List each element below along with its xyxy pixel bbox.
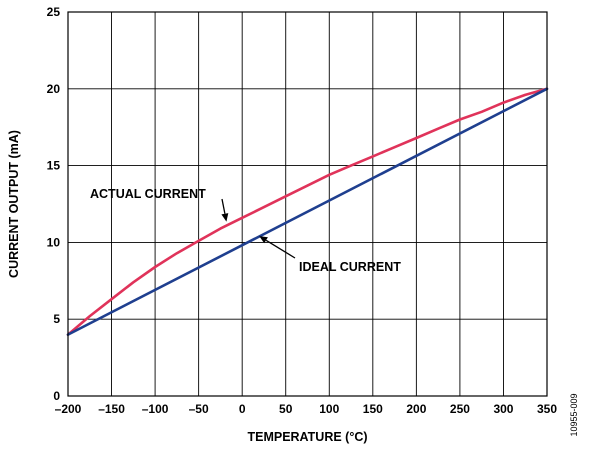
plot-frame	[67, 11, 548, 397]
x-tick-labels: –200 –150 –100 –50 0 50 100 150 200 250 300 350	[55, 402, 558, 416]
y-tick-label: 5	[53, 312, 60, 326]
figure-id: 10955-009	[569, 393, 579, 436]
actual-current-arrow	[221, 198, 226, 214]
annotations: ACTUAL CURRENT IDEAL CURRENT	[90, 187, 401, 274]
y-axis-label: CURRENT OUTPUT (mA)	[7, 130, 21, 278]
x-tick-label: 300	[493, 402, 513, 416]
x-tick-label: –100	[142, 402, 169, 416]
grid	[68, 12, 547, 396]
y-tick-label: 0	[53, 389, 60, 403]
x-tick-label: 0	[239, 402, 246, 416]
ideal-current-arrowhead	[259, 236, 268, 244]
series-line-ideal-current	[66, 87, 549, 336]
y-tick-label: 15	[47, 159, 61, 173]
y-tick-label: 25	[47, 5, 61, 19]
x-tick-label: 200	[406, 402, 426, 416]
series-line-actual-current	[66, 87, 549, 336]
x-tick-label: 150	[363, 402, 383, 416]
x-tick-label: 350	[537, 402, 557, 416]
x-tick-label: 250	[450, 402, 470, 416]
x-tick-label: 100	[319, 402, 339, 416]
y-tick-labels: 0 5 10 15 20 25	[47, 5, 61, 403]
ideal-current-arrow	[265, 239, 296, 259]
series-lines	[66, 87, 549, 336]
x-tick-label: –50	[189, 402, 209, 416]
y-tick-label: 20	[47, 82, 61, 96]
actual-current-arrowhead	[221, 213, 229, 222]
x-tick-label: –200	[55, 402, 82, 416]
ideal-current-annotation: IDEAL CURRENT	[299, 260, 401, 274]
x-tick-label: –150	[98, 402, 125, 416]
x-tick-label: 50	[279, 402, 293, 416]
x-axis-label: TEMPERATURE (°C)	[247, 430, 367, 444]
y-tick-label: 10	[47, 235, 61, 249]
actual-current-annotation: ACTUAL CURRENT	[90, 187, 206, 201]
